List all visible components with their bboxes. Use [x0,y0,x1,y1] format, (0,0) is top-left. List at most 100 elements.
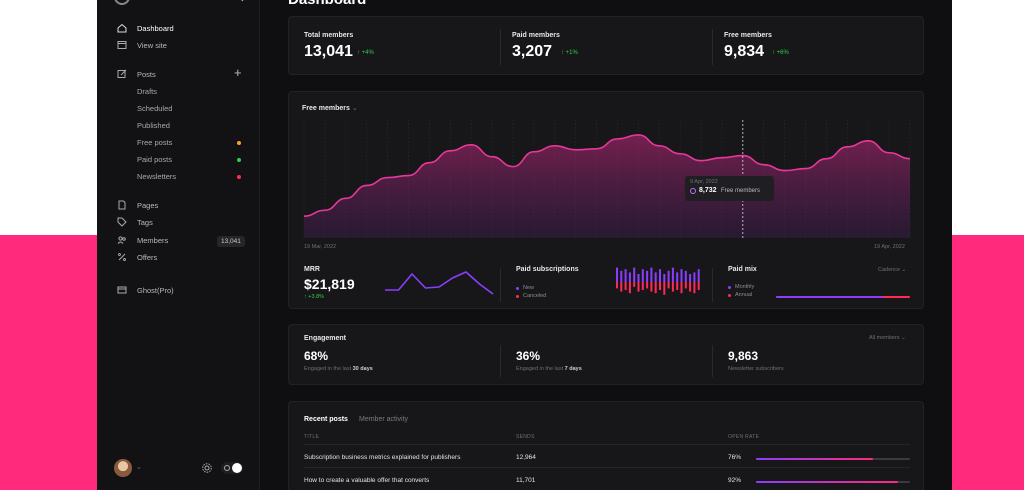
sidebar: Dashboard View site Posts + Drafts Sched… [97,0,260,490]
sidebar-item-dashboard[interactable]: Dashboard [117,21,174,35]
sidebar-subitem-drafts[interactable]: Drafts [137,87,158,96]
legend-swatch [516,286,519,290]
cadence-dropdown[interactable]: Cadence ⌄ [878,267,907,273]
sidebar-item-label: Posts [137,69,156,79]
theme-toggle[interactable] [221,462,243,474]
bar-canceled [671,282,674,292]
bar-canceled [628,282,631,294]
legend-monthly: Monthly [728,284,754,290]
chart-line [303,134,911,217]
post-open-rate: 76% [728,454,742,461]
legend-label: Annual [735,292,753,298]
bar-canceled [693,282,696,294]
bar-canceled [663,282,666,295]
card-icon [117,285,127,295]
open-rate-bar [756,481,910,483]
mrr-delta-value: +3.8% [308,294,325,300]
engagement-desc: Engaged in the last 30 days [304,366,373,372]
sidebar-subitem-free-posts[interactable]: Free posts [137,138,173,147]
sidebar-item-members[interactable]: Members [117,233,168,247]
open-rate-bar [756,458,910,460]
sparkline-path [385,271,494,295]
avatar[interactable] [114,459,132,477]
cadence-label: Cadence [878,267,901,273]
stat-delta-value: +1% [565,50,578,56]
mrr-sparkline [385,271,494,295]
sidebar-item-view-site[interactable]: View site [117,38,167,52]
members-count-badge: 13,041 [217,236,245,247]
stat-label: Paid members [512,32,560,39]
tooltip-value: 8,732 [699,187,717,194]
bar-new [676,272,679,282]
bar-new [697,269,700,282]
bar-new [659,269,661,282]
desc-period: 7 days [564,366,582,372]
sidebar-item-posts[interactable]: Posts [117,67,156,81]
newsletters-dot [237,175,241,179]
sidebar-subitem-scheduled[interactable]: Scheduled [137,104,173,113]
column-header-open-rate: OPEN RATE [728,434,760,440]
members-filter-dropdown[interactable]: All members ⌄ [869,335,906,341]
paid-subscriptions-bars [616,267,700,295]
sidebar-item-offers[interactable]: Offers [117,250,157,264]
engagement-value: 36% [516,349,541,363]
chevron-down-icon: ⌄ [351,105,358,112]
page-title: Dashboard [288,0,366,8]
tab-member-activity[interactable]: Member activity [359,416,409,423]
free-posts-dot [237,141,241,145]
stats-card: Total members 13,041 ↑ +4% Paid members … [288,16,924,75]
post-title[interactable]: Subscription business metrics explained … [304,454,461,461]
post-title[interactable]: How to create a valuable offer that conv… [304,477,430,484]
paid-posts-dot [237,158,241,162]
bar-canceled [667,282,670,289]
divider [500,268,501,302]
stat-label: Free members [724,32,772,39]
sidebar-item-pages[interactable]: Pages [117,198,158,212]
chart-title-dropdown[interactable]: Free members ⌄ [302,104,358,112]
moon-icon [224,465,230,471]
sidebar-subitem-newsletters[interactable]: Newsletters [137,172,177,181]
add-post-icon[interactable]: + [234,65,242,80]
sidebar-item-label: Tags [137,217,153,227]
engagement-desc: Newsletter subscribers [728,366,784,372]
sidebar-item-tags[interactable]: Tags [117,215,153,229]
percent-icon [117,252,127,262]
bar-new [650,267,653,282]
engagement-card: Engagement All members ⌄ 68% Engaged in … [288,324,924,385]
bar-new [667,270,670,282]
column-header-sends: SENDS [516,434,535,440]
bar-canceled [684,282,687,289]
engagement-title: Engagement [304,335,347,342]
legend-canceled: Canceled [516,293,546,299]
post-sends: 11,701 [516,477,536,484]
chevron-down-icon[interactable]: ⌄ [136,464,142,471]
tab-recent-posts[interactable]: Recent posts [304,416,348,423]
sidebar-subitem-paid-posts[interactable]: Paid posts [137,155,173,164]
legend-label: Canceled [523,293,547,299]
divider [712,29,713,65]
chart-title: Free members [302,105,350,112]
gear-icon[interactable] [201,462,213,474]
legend-swatch [728,285,731,289]
bar-new [616,267,618,282]
recent-posts-card: Recent posts Member activity TITLE SENDS… [288,401,924,490]
toggle-knob [232,463,242,473]
members-area-chart[interactable] [303,120,911,260]
sidebar-subitem-published[interactable]: Published [137,121,170,130]
bar-new [637,274,640,282]
site-logo[interactable] [114,0,130,5]
open-rate-fill [756,481,898,483]
stat-delta-value: +4% [361,50,374,56]
bar-new [663,274,666,282]
post-sends: 12,964 [516,454,536,461]
sidebar-item-label: Ghost(Pro) [137,285,174,295]
bar-new [684,270,687,282]
members-chart-card: Free members ⌄ 19 Mar, 2022 19 Apr, 2022… [288,91,924,309]
column-header-title: TITLE [304,434,320,440]
stat-label: Total members [304,32,354,39]
members-icon [117,235,127,245]
search-icon[interactable] [234,0,244,2]
sidebar-item-ghost-pro[interactable]: Ghost(Pro) [117,283,174,297]
pen-icon [117,69,127,79]
divider [500,345,501,377]
